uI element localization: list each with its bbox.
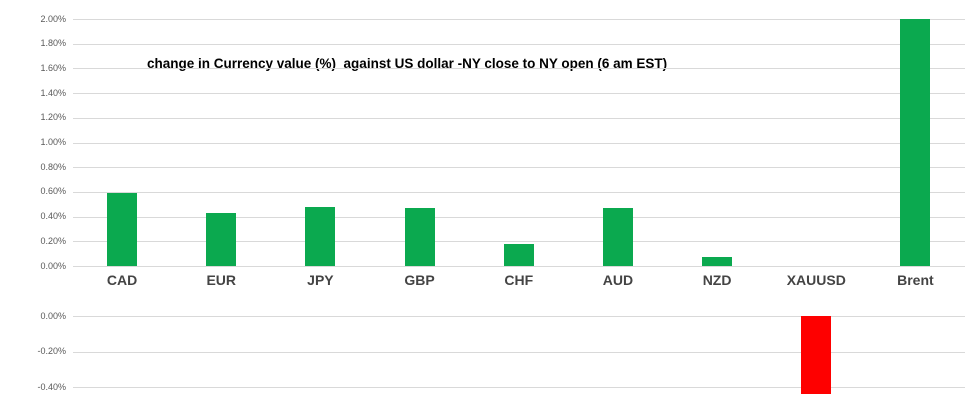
x-axis-label-gbp: GBP [404, 272, 435, 288]
bar-brent [900, 19, 931, 266]
y-tick-label-top-1.80%: 1.80% [40, 38, 66, 49]
gridline-top-1.20% [72, 117, 965, 119]
y-tick-label-top-0.80%: 0.80% [40, 161, 66, 172]
bar-eur [206, 212, 237, 266]
chart-title: change in Currency value (%) against US … [147, 56, 668, 71]
y-tick-label-top-1.60%: 1.60% [40, 62, 66, 73]
y-tick-label-top-0.00%: 0.00% [40, 260, 66, 271]
gridline-top-1.80% [72, 43, 965, 45]
y-tick-label-top-0.60%: 0.60% [40, 186, 66, 197]
gridline-bottom--0.40% [72, 387, 965, 388]
y-tick-label-bottom-0.00%: 0.00% [40, 310, 66, 321]
gridline-top-1.60% [72, 68, 965, 70]
gridline-top-0.80% [72, 167, 965, 169]
gridline-bottom--0.20% [72, 351, 965, 353]
bar-gbp [404, 207, 435, 266]
bar-chf [503, 243, 534, 266]
gridline-top-0.60% [72, 191, 965, 193]
x-axis-label-brent: Brent [897, 272, 934, 288]
y-tick-label-bottom--0.20%: -0.20% [37, 346, 66, 356]
y-tick-label-bottom--0.40%: -0.40% [37, 381, 66, 392]
gridline-top-0.40% [72, 216, 965, 218]
x-axis-label-xauusd: XAUUSD [786, 272, 846, 288]
y-tick-label-top-0.40%: 0.40% [40, 211, 66, 222]
y-tick-label-top-0.20%: 0.20% [40, 235, 66, 246]
gridline-top-1.00% [72, 142, 965, 144]
bar-aud [602, 207, 633, 266]
y-tick-label-top-1.00%: 1.00% [40, 137, 66, 147]
x-axis-label-eur: EUR [206, 272, 237, 288]
gridline-top-1.40% [72, 93, 965, 95]
bar-nzd [702, 257, 733, 266]
gridline-top-2.00% [72, 19, 965, 20]
x-axis-label-aud: AUD [602, 272, 634, 288]
gridline-top-0.00% [72, 266, 965, 267]
y-tick-label-top-1.40%: 1.40% [40, 87, 66, 98]
y-tick-label-top-2.00%: 2.00% [40, 13, 66, 24]
x-axis-label-cad: CAD [106, 272, 138, 288]
gridline-top-0.20% [72, 241, 965, 243]
x-axis-label-nzd: NZD [702, 272, 732, 288]
y-tick-label-top-1.20%: 1.20% [40, 112, 66, 123]
bar-cad [107, 193, 138, 266]
x-axis-label-chf: CHF [504, 272, 534, 288]
bar-jpy [305, 206, 336, 266]
bar-xauusd [801, 316, 832, 395]
gridline-bottom-0.00% [72, 316, 965, 317]
x-axis-label-jpy: JPY [307, 272, 334, 288]
